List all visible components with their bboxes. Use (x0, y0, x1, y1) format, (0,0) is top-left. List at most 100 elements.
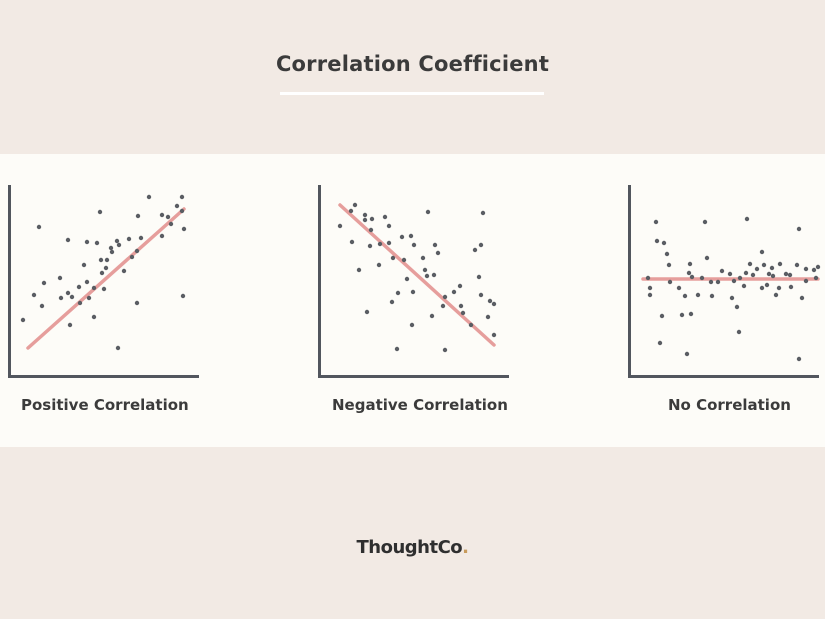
data-point (491, 301, 497, 307)
title-underline (280, 92, 544, 95)
data-point (747, 261, 753, 267)
data-point (377, 241, 383, 247)
data-point (682, 293, 688, 299)
data-point (65, 237, 71, 243)
data-point (31, 292, 37, 298)
data-point (77, 300, 83, 306)
data-point (478, 242, 484, 248)
no-correlation-plot (628, 185, 825, 380)
data-point (766, 271, 772, 277)
data-point (657, 340, 663, 346)
data-point (442, 294, 448, 300)
data-point (815, 264, 821, 270)
data-point (76, 284, 82, 290)
data-point (135, 213, 141, 219)
data-point (776, 285, 782, 291)
data-point (750, 272, 756, 278)
data-point (84, 239, 90, 245)
data-point (39, 303, 45, 309)
data-point (168, 221, 174, 227)
data-point (451, 289, 457, 295)
data-point (432, 242, 438, 248)
data-point (98, 257, 104, 263)
data-point (770, 273, 776, 279)
data-point (399, 234, 405, 240)
data-point (376, 262, 382, 268)
data-point (108, 245, 114, 251)
positive-correlation-plot (8, 185, 208, 380)
diagram-band (0, 154, 825, 447)
data-point (181, 226, 187, 232)
data-point (180, 293, 186, 299)
data-point (410, 289, 416, 295)
data-point (97, 209, 103, 215)
data-point (369, 216, 375, 222)
data-point (109, 249, 115, 255)
data-point (431, 272, 437, 278)
data-point (179, 208, 185, 214)
data-point (729, 295, 735, 301)
data-point (676, 285, 682, 291)
data-point (91, 314, 97, 320)
data-point (174, 203, 180, 209)
data-point (146, 194, 152, 200)
data-point (741, 283, 747, 289)
data-point (472, 247, 478, 253)
data-point (99, 270, 105, 276)
data-point (737, 275, 743, 281)
data-point (20, 317, 26, 323)
data-point (699, 275, 705, 281)
data-point (420, 255, 426, 261)
data-point (743, 270, 749, 276)
data-point (788, 284, 794, 290)
data-point (764, 282, 770, 288)
data-point (409, 322, 415, 328)
data-point (67, 322, 73, 328)
data-point (134, 300, 140, 306)
positive-correlation-label: Positive Correlation (21, 396, 189, 414)
data-point (458, 303, 464, 309)
data-point (424, 273, 430, 279)
data-point (41, 280, 47, 286)
data-point (440, 303, 446, 309)
data-point (386, 240, 392, 246)
logo-suffix: Co (437, 537, 463, 558)
negative-correlation-label: Negative Correlation (332, 396, 508, 414)
data-point (759, 285, 765, 291)
data-point (796, 226, 802, 232)
data-point (352, 202, 358, 208)
data-point (362, 212, 368, 218)
data-point (686, 270, 692, 276)
data-point (65, 290, 71, 296)
thoughtco-logo: ThoughtCo. (0, 537, 825, 558)
data-point (460, 310, 466, 316)
data-point (101, 286, 107, 292)
data-point (422, 267, 428, 273)
data-point (667, 279, 673, 285)
data-point (647, 285, 653, 291)
data-point (165, 214, 171, 220)
data-point (395, 290, 401, 296)
data-point (57, 275, 63, 281)
data-point (138, 235, 144, 241)
positive-correlation-svg (8, 185, 199, 378)
data-point (129, 254, 135, 260)
data-point (736, 329, 742, 335)
data-point (389, 299, 395, 305)
data-point (134, 248, 140, 254)
data-point (803, 278, 809, 284)
data-point (84, 279, 90, 285)
data-point (688, 311, 694, 317)
data-point (708, 279, 714, 285)
data-point (787, 272, 793, 278)
data-point (69, 294, 75, 300)
trend-line (26, 207, 186, 350)
data-point (476, 274, 482, 280)
data-point (695, 292, 701, 298)
data-point (794, 262, 800, 268)
data-point (769, 265, 775, 271)
data-point (382, 214, 388, 220)
page-title: Correlation Coefficient (275, 52, 550, 76)
data-point (709, 293, 715, 299)
data-point (104, 257, 110, 263)
